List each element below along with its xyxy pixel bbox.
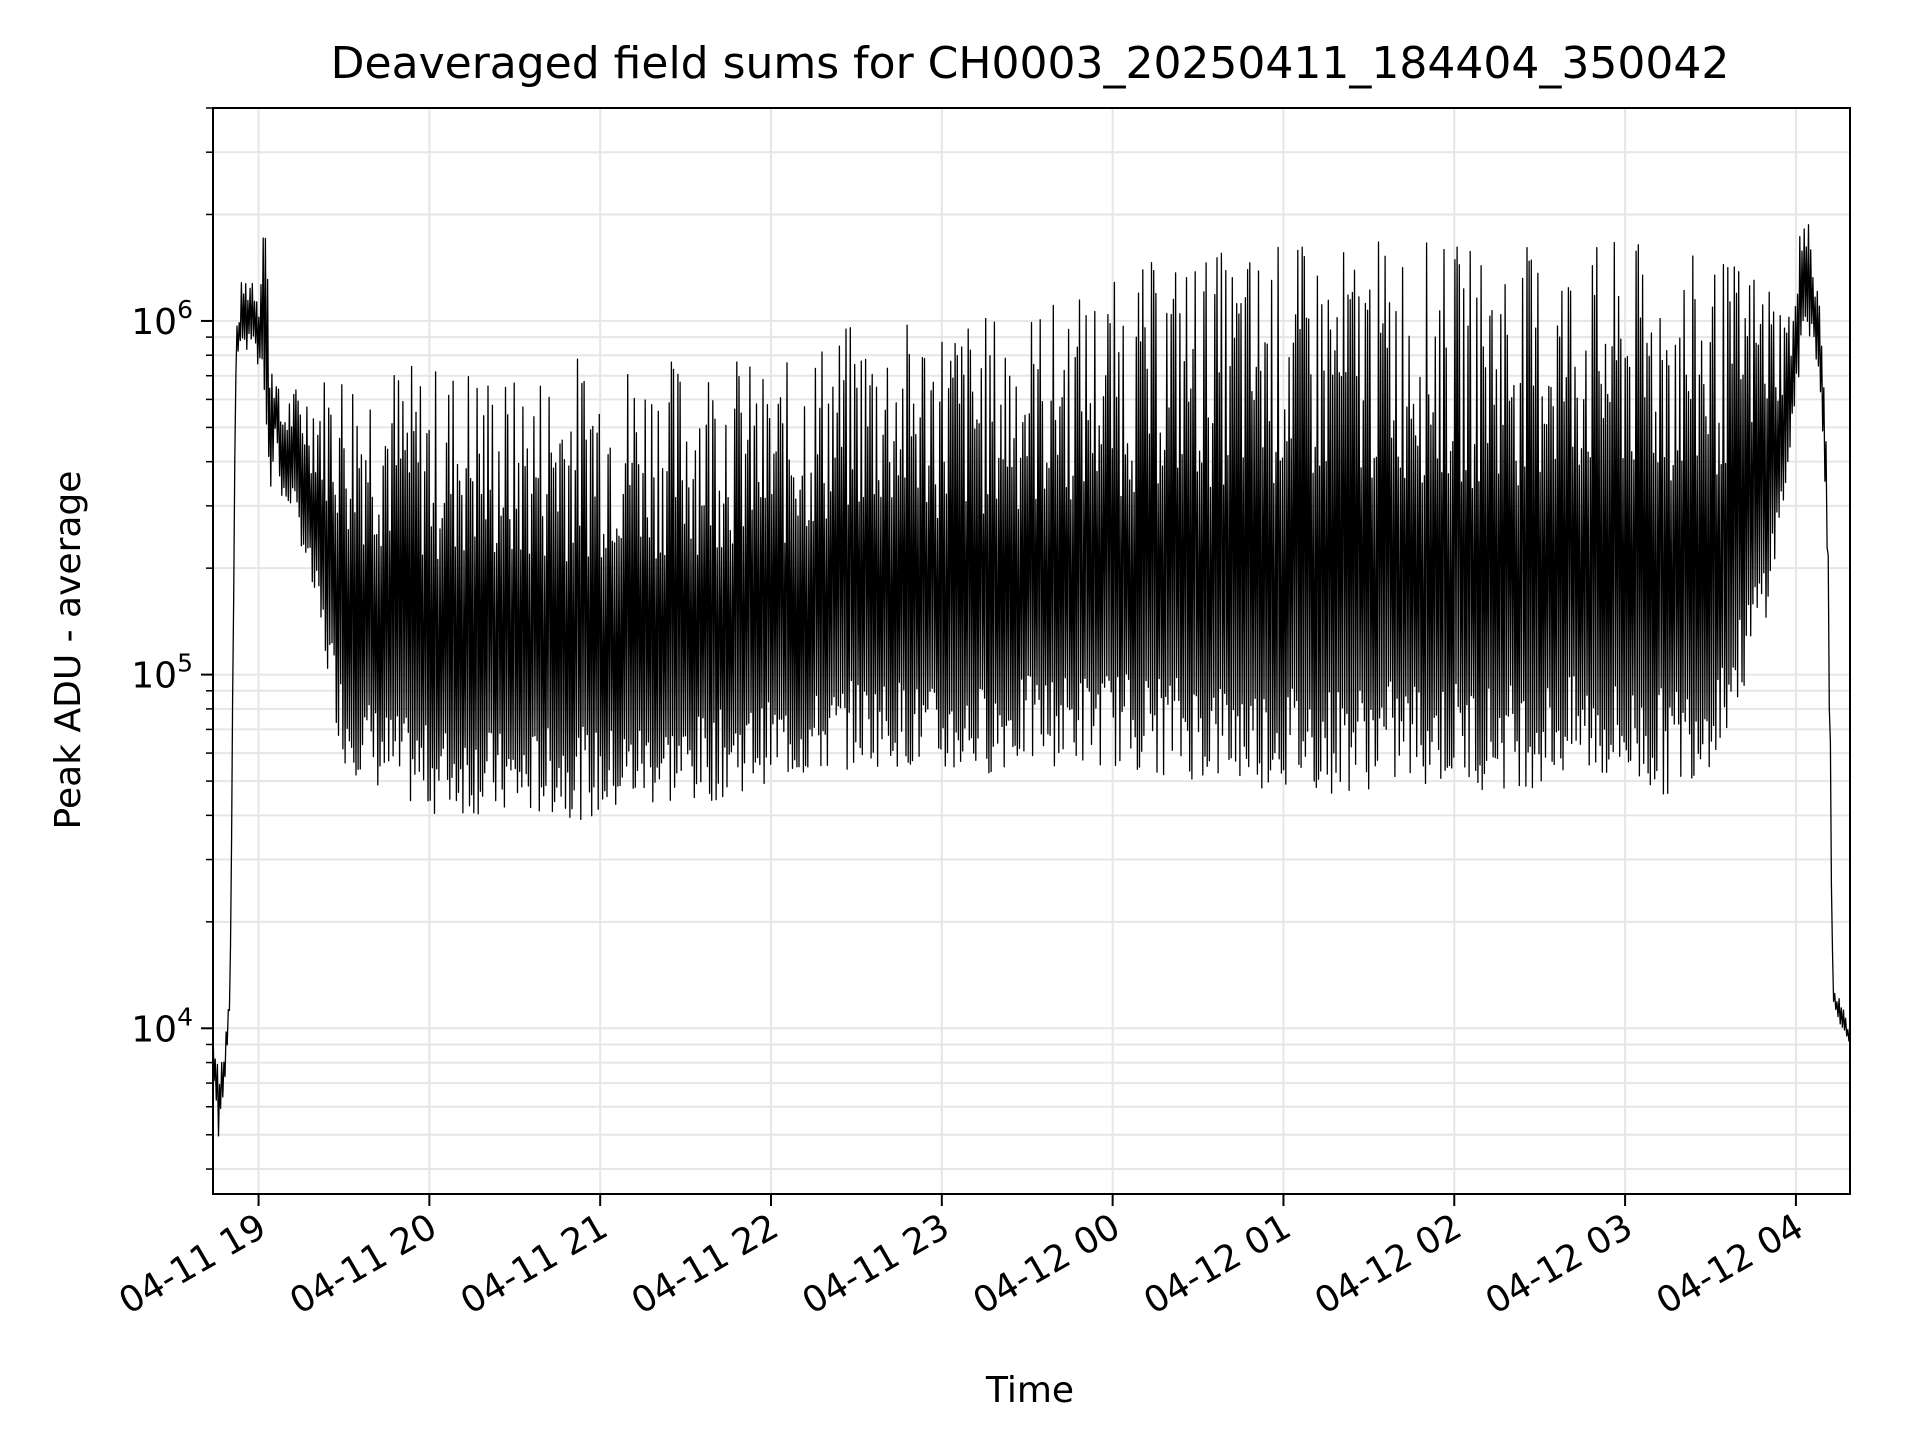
x-axis-label: Time [985,1370,1074,1411]
y-tick-label: 106 [131,295,193,343]
chart-title: Deaveraged field sums for CH0003_2025041… [331,38,1730,89]
plot-frame [212,107,1851,1195]
y-axis: 104 105 106 [131,107,213,1170]
y-tick-label: 105 [131,649,193,697]
series-line [212,224,1851,1137]
y-axis-label: Peak ADU - average [48,471,89,830]
y-tick-label: 104 [131,1002,193,1050]
series-path [212,224,1851,1137]
